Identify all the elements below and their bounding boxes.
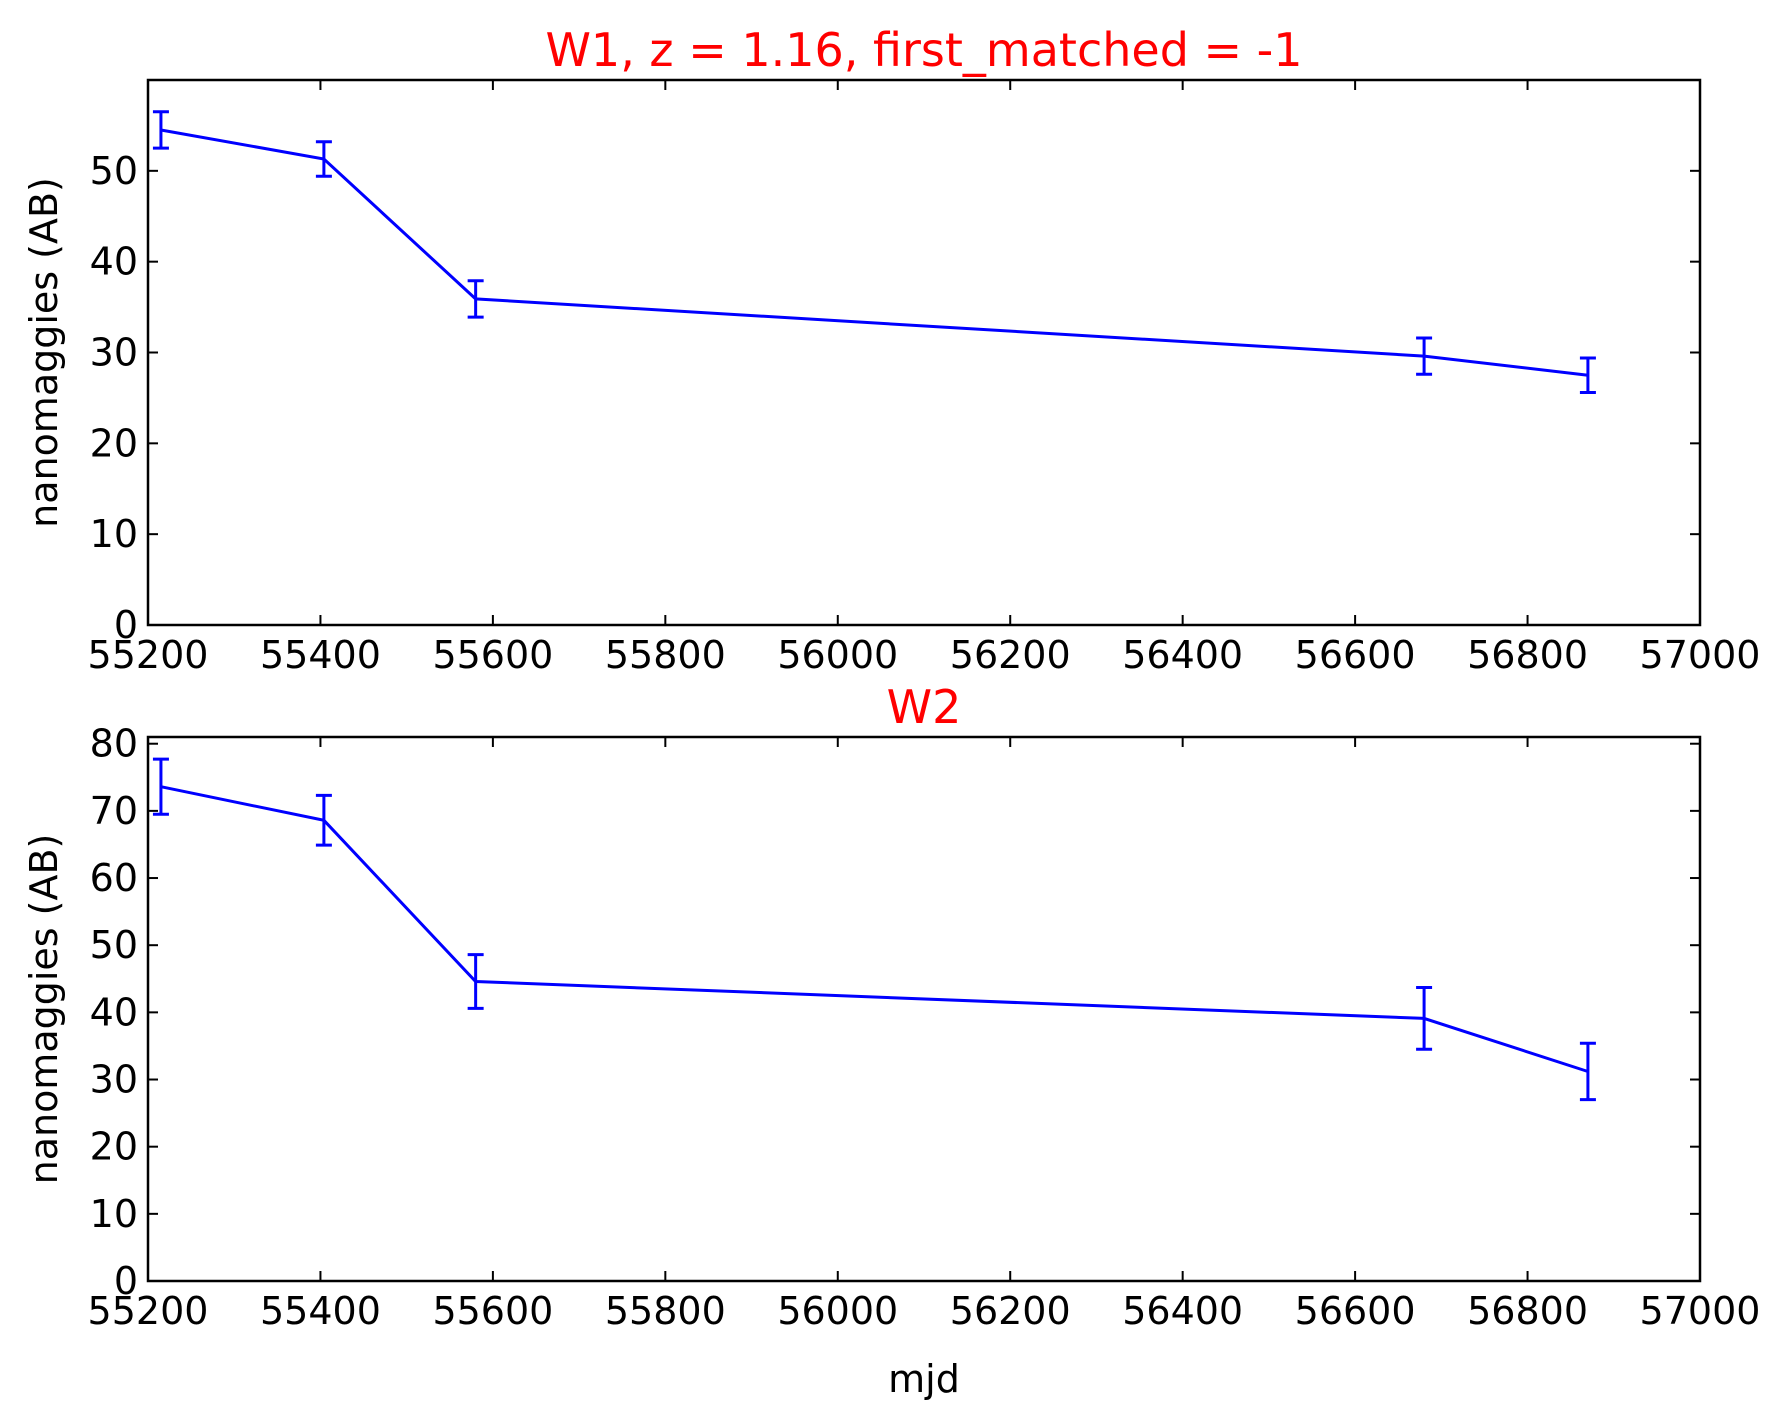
w1-title: W1, z = 1.16, first_matched = -1: [545, 23, 1302, 77]
w1-y-tick-label: 50: [90, 149, 138, 193]
w2-panel: W2 nanomaggies (AB) 55200 55400 55600 55800…: [22, 680, 1760, 1333]
w2-y-tick-label: 0: [114, 1259, 138, 1303]
w1-x-tick-label: 56400: [1122, 633, 1243, 677]
w2-series-line: [160, 785, 1589, 1073]
w1-y-tick-label: 0: [114, 603, 138, 647]
w1-y-tick-label: 20: [90, 421, 138, 465]
w2-y-tick-label: 30: [90, 1058, 138, 1102]
w1-data-marks: [152, 110, 1596, 394]
w1-x-tick-label: 56200: [950, 633, 1071, 677]
w2-y-tick-label: 50: [90, 923, 138, 967]
w1-panel: W1, z = 1.16, first_matched = -1 nanomag…: [22, 23, 1760, 677]
w2-x-tick-label: 56400: [1122, 1289, 1243, 1333]
w2-y-tick-label: 70: [90, 789, 138, 833]
w1-error-bar: [1416, 336, 1433, 376]
w1-y-tick-label: 30: [90, 331, 138, 375]
w1-y-tick-label: 40: [90, 240, 138, 284]
w1-ylabel: nanomaggies (AB): [22, 177, 66, 528]
w1-error-bar: [467, 279, 484, 319]
w1-x-tick-label: 56800: [1467, 633, 1588, 677]
w1-x-tick-label: 55200: [88, 633, 209, 677]
w2-error-bar: [467, 953, 484, 1010]
w2-error-bar: [315, 793, 332, 847]
w2-x-tick-label: 56600: [1295, 1289, 1416, 1333]
w2-x-tick-label: 57000: [1640, 1289, 1761, 1333]
w2-x-tick-label: 55400: [260, 1289, 381, 1333]
w2-x-tick-label: 55800: [605, 1289, 726, 1333]
w2-y-tick-label: 20: [90, 1125, 138, 1169]
w2-ylabel: nanomaggies (AB): [22, 834, 66, 1185]
w1-x-tick-label: 56000: [777, 633, 898, 677]
w1-ticks: 55200 55400 55600 55800 56000 56200 56400 56600…: [88, 80, 1761, 677]
w2-y-tick-label: 60: [90, 856, 138, 900]
w1-x-tick-label: 55800: [605, 633, 726, 677]
w2-error-bar: [1416, 986, 1433, 1051]
w1-x-tick-label: 55400: [260, 633, 381, 677]
w1-y-tick-label: 10: [90, 512, 138, 556]
w1-error-bar: [1579, 356, 1596, 394]
w1-x-tick-label: 57000: [1640, 633, 1761, 677]
w2-x-tick-label: 56200: [950, 1289, 1071, 1333]
w2-x-tick-label: 55200: [88, 1289, 209, 1333]
w2-error-bar: [152, 757, 169, 816]
w2-plot-frame: [146, 735, 1702, 1283]
w1-x-tick-label: 56600: [1295, 633, 1416, 677]
w1-error-bar: [315, 140, 332, 178]
w1-plot-frame: [146, 78, 1702, 627]
w1-x-tick-label: 55600: [432, 633, 553, 677]
w2-ticks: 55200 55400 55600 55800 56000 56200 56400 56600…: [88, 722, 1761, 1333]
w2-error-bar: [1579, 1041, 1596, 1102]
w2-x-tick-label: 56000: [777, 1289, 898, 1333]
w2-y-tick-label: 80: [90, 722, 138, 766]
x-axis-label: mjd: [888, 1357, 960, 1401]
w2-y-tick-label: 10: [90, 1192, 138, 1236]
w2-title: W2: [887, 680, 962, 734]
w1-series-line: [160, 128, 1589, 377]
w1-error-bar: [152, 110, 169, 150]
w2-x-tick-label: 55600: [432, 1289, 553, 1333]
w2-y-tick-label: 40: [90, 990, 138, 1034]
w2-x-tick-label: 56800: [1467, 1289, 1588, 1333]
w2-data-marks: [152, 757, 1596, 1102]
